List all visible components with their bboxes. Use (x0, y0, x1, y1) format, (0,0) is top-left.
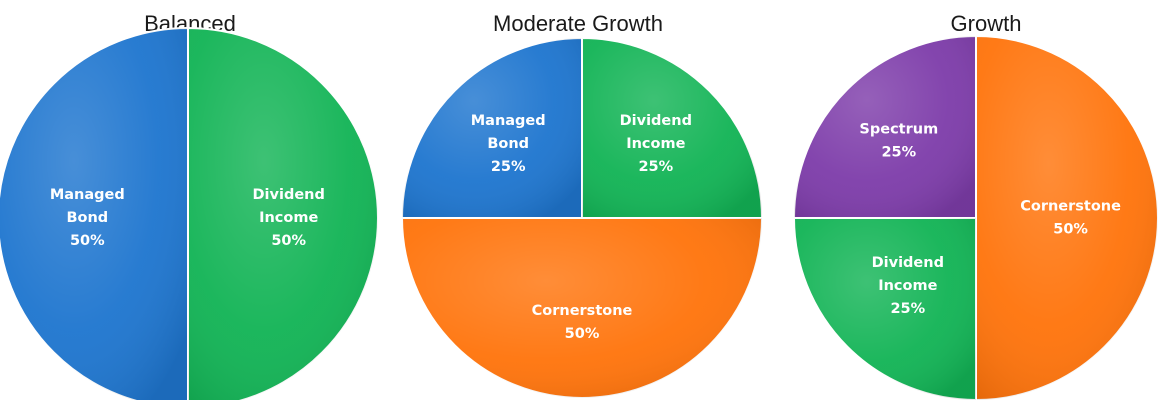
slice-label-line: 25% (491, 159, 526, 175)
slice-label-line: Income (878, 278, 937, 294)
slice-label-line: Managed (471, 113, 546, 129)
slice-label-line: Bond (66, 210, 108, 226)
slice-label: Cornerstone 50% (532, 303, 633, 342)
pie-slice (975, 35, 1159, 400)
slice-label-line: Cornerstone (532, 303, 633, 319)
slice-label: Dividend Income 25% (872, 255, 944, 317)
slice-label-line: Income (259, 210, 318, 226)
slice-label-line: Income (626, 136, 685, 152)
slice-label: Managed Bond 25% (471, 113, 546, 175)
slice-label-line: 50% (565, 326, 600, 342)
slice-label: Spectrum 25% (859, 121, 938, 160)
slice-label-line: Managed (50, 187, 125, 203)
slice-label-line: Spectrum (859, 121, 938, 137)
chart-title: Moderate Growth (493, 11, 663, 36)
slice-label-line: 50% (70, 233, 105, 249)
slice-label-line: Dividend (872, 255, 944, 271)
slice-label-line: Cornerstone (1020, 199, 1121, 215)
pie-chart-3: Growth Spectrum 25% Cornerstone 50% Dividend I… (793, 11, 1159, 400)
slice-label-line: 50% (1053, 222, 1088, 238)
slice-label: Cornerstone 50% (1020, 199, 1121, 238)
slice-label-line: Bond (487, 136, 529, 152)
slice-label-line: 25% (881, 144, 916, 160)
slice-label-line: 25% (890, 301, 925, 317)
chart-title: Growth (951, 11, 1022, 36)
slice-label: Managed Bond 50% (50, 187, 125, 249)
pie-chart-2: Moderate Growth Managed Bond 25% Dividend Inc… (401, 11, 763, 399)
slice-label-line: 50% (271, 233, 306, 249)
slice-label-line: Dividend (620, 113, 692, 129)
slice-label-line: Dividend (253, 187, 325, 203)
pie-slice (793, 217, 977, 400)
slice-label-line: 25% (638, 159, 673, 175)
slice-label: Dividend Income 50% (253, 187, 325, 249)
slice-label: Dividend Income 25% (620, 113, 692, 175)
